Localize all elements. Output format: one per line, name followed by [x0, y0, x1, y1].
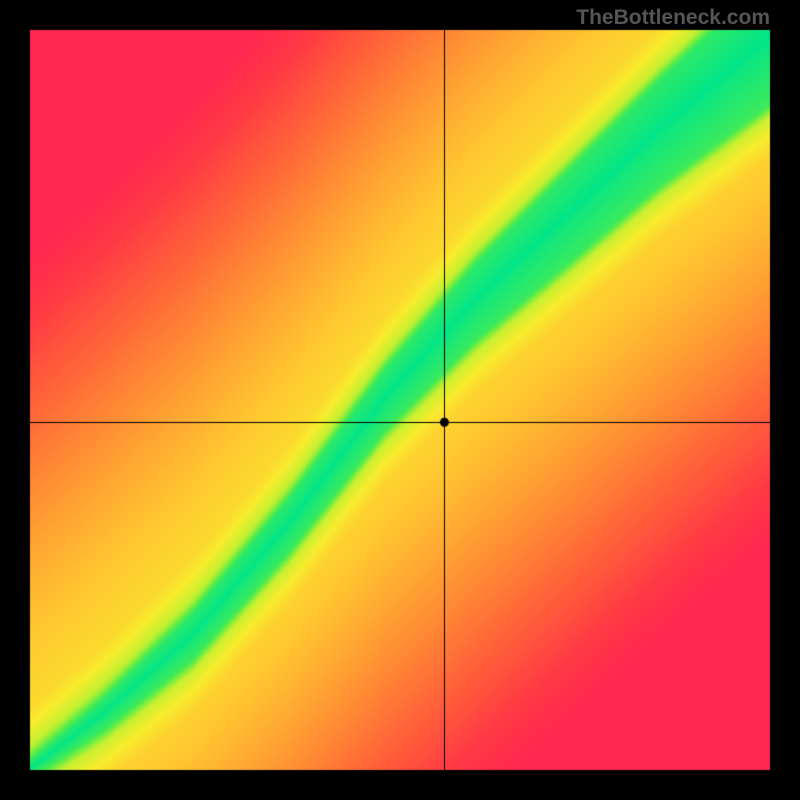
- watermark-text: TheBottleneck.com: [576, 6, 770, 30]
- bottleneck-heatmap: [0, 0, 800, 800]
